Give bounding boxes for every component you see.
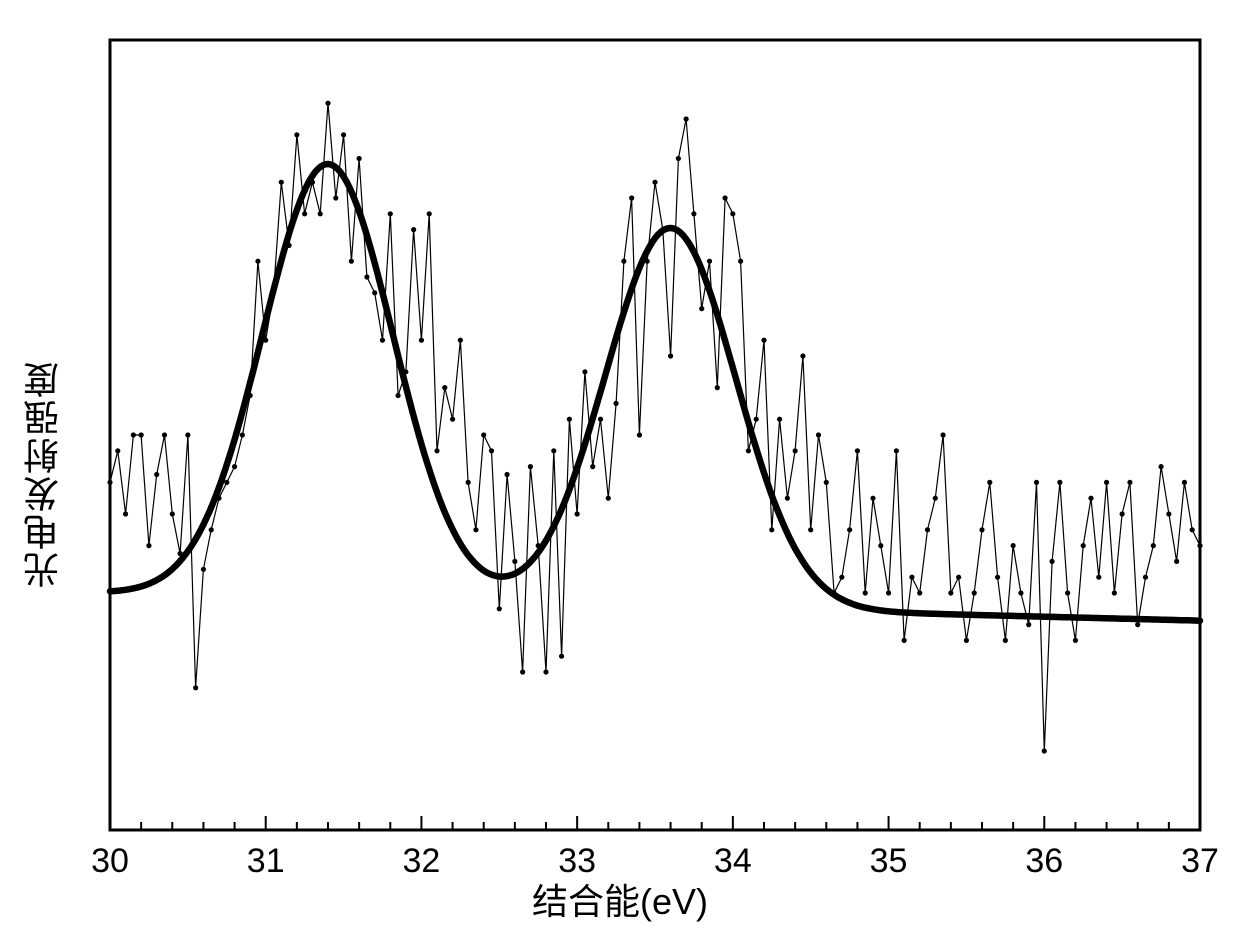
x-tick-37: 37 (1181, 842, 1219, 881)
x-tick-36: 36 (1025, 842, 1063, 881)
x-tick-32: 32 (403, 842, 441, 881)
x-tick-31: 31 (247, 842, 285, 881)
x-tick-34: 34 (714, 842, 752, 881)
x-tick-30: 30 (91, 842, 129, 881)
plot-area (0, 0, 1240, 947)
xps-chart: 光电发射强度 结合能(eV) 3031323334353637 (0, 0, 1240, 947)
x-tick-33: 33 (558, 842, 596, 881)
y-axis-label: 光电发射强度 (18, 360, 70, 588)
x-tick-35: 35 (870, 842, 908, 881)
